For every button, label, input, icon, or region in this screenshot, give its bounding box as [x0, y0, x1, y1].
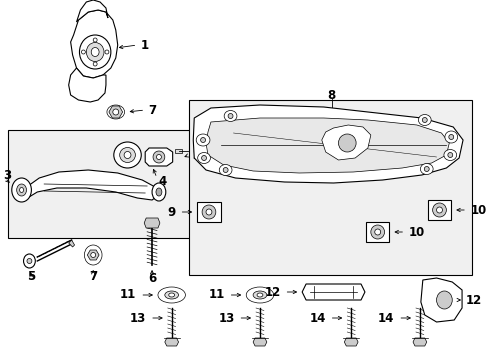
Ellipse shape [168, 293, 174, 297]
Ellipse shape [257, 293, 263, 297]
Ellipse shape [153, 151, 164, 163]
Ellipse shape [338, 134, 355, 152]
Ellipse shape [219, 165, 231, 176]
Polygon shape [205, 118, 448, 173]
Ellipse shape [202, 205, 215, 219]
Text: 14: 14 [309, 311, 325, 324]
Text: 7: 7 [148, 104, 156, 117]
Ellipse shape [91, 252, 96, 257]
Text: 6: 6 [148, 271, 156, 284]
Ellipse shape [223, 167, 227, 172]
Polygon shape [253, 338, 266, 346]
Polygon shape [76, 0, 108, 22]
Ellipse shape [27, 258, 32, 264]
Ellipse shape [201, 156, 206, 161]
Polygon shape [164, 338, 178, 346]
Text: 12: 12 [465, 293, 481, 306]
Ellipse shape [224, 111, 236, 122]
Polygon shape [144, 218, 160, 228]
Ellipse shape [444, 131, 457, 143]
Polygon shape [193, 105, 462, 183]
Text: 12: 12 [264, 285, 280, 298]
Text: 11: 11 [208, 288, 224, 302]
Ellipse shape [447, 153, 452, 158]
Polygon shape [412, 338, 426, 346]
Polygon shape [87, 250, 99, 260]
Polygon shape [145, 148, 172, 166]
Ellipse shape [23, 254, 35, 268]
Polygon shape [420, 278, 461, 322]
Ellipse shape [20, 188, 23, 193]
Ellipse shape [81, 50, 85, 54]
Polygon shape [68, 68, 106, 102]
Text: 9: 9 [167, 206, 175, 219]
Ellipse shape [205, 209, 211, 215]
Ellipse shape [120, 148, 135, 162]
Ellipse shape [420, 163, 432, 175]
Ellipse shape [253, 291, 266, 299]
Text: 1: 1 [140, 39, 148, 51]
Ellipse shape [124, 152, 131, 158]
Ellipse shape [158, 287, 185, 303]
Text: 5: 5 [27, 270, 36, 284]
Polygon shape [321, 125, 370, 160]
Text: 10: 10 [470, 203, 486, 216]
Polygon shape [68, 240, 74, 247]
Ellipse shape [200, 138, 205, 143]
Ellipse shape [422, 117, 427, 122]
Ellipse shape [418, 114, 430, 126]
Bar [189, 100, 471, 275]
Ellipse shape [12, 178, 31, 202]
Text: 3: 3 [3, 168, 11, 181]
Ellipse shape [80, 35, 111, 69]
Polygon shape [174, 149, 182, 153]
Ellipse shape [17, 184, 26, 196]
Ellipse shape [86, 42, 104, 62]
Ellipse shape [105, 50, 109, 54]
Ellipse shape [374, 229, 380, 235]
Text: 4: 4 [159, 175, 167, 188]
Text: 13: 13 [130, 311, 146, 324]
Ellipse shape [152, 183, 165, 201]
Polygon shape [109, 106, 122, 118]
Ellipse shape [370, 225, 384, 239]
Ellipse shape [156, 188, 162, 196]
Text: 7: 7 [89, 270, 97, 284]
Text: 10: 10 [408, 225, 425, 239]
Ellipse shape [246, 287, 273, 303]
Ellipse shape [91, 48, 99, 57]
Polygon shape [27, 170, 159, 200]
Ellipse shape [197, 153, 210, 163]
Polygon shape [344, 338, 357, 346]
Ellipse shape [436, 291, 451, 309]
Ellipse shape [448, 135, 453, 140]
Ellipse shape [164, 291, 178, 299]
Ellipse shape [432, 203, 446, 217]
Ellipse shape [196, 134, 209, 146]
Ellipse shape [113, 109, 119, 115]
Ellipse shape [436, 207, 442, 213]
Polygon shape [365, 222, 388, 242]
Ellipse shape [93, 38, 97, 42]
Text: 13: 13 [218, 311, 234, 324]
Ellipse shape [443, 149, 456, 161]
Polygon shape [70, 10, 118, 78]
Ellipse shape [424, 166, 428, 171]
Text: 2: 2 [192, 149, 200, 162]
Ellipse shape [114, 142, 141, 168]
Text: 8: 8 [327, 89, 335, 102]
Polygon shape [197, 202, 220, 222]
Ellipse shape [156, 154, 161, 159]
Text: 14: 14 [377, 311, 393, 324]
Polygon shape [427, 200, 450, 220]
Polygon shape [302, 284, 364, 300]
Ellipse shape [227, 113, 232, 118]
Text: 11: 11 [120, 288, 136, 302]
Ellipse shape [84, 245, 102, 265]
Ellipse shape [93, 62, 97, 66]
Bar [8, 130, 199, 238]
Ellipse shape [107, 105, 124, 119]
